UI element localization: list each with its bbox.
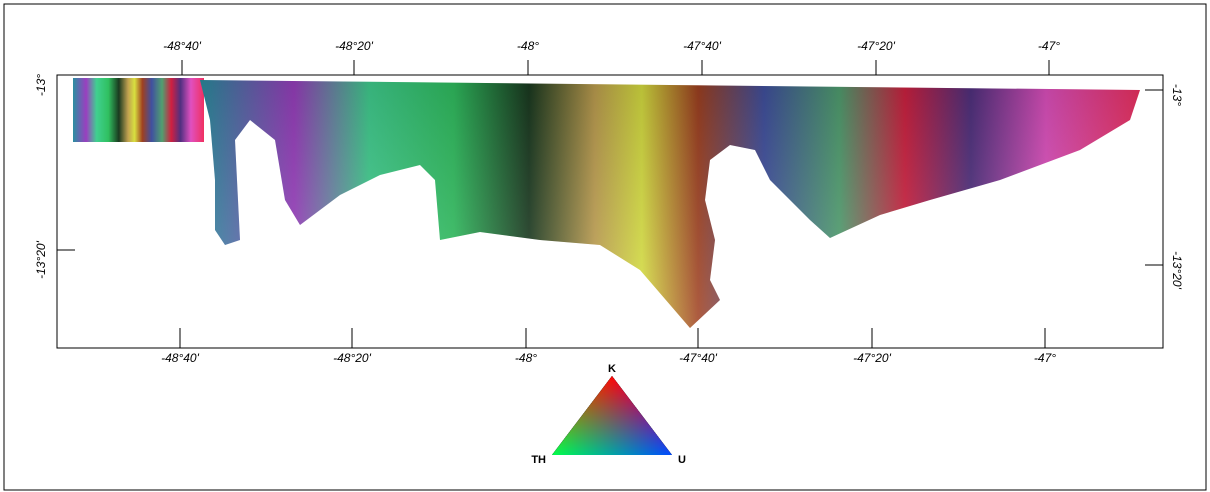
tick-label: -48°: [517, 39, 539, 53]
tick-label: -13°20': [1170, 251, 1184, 289]
tick-label: -47°40': [679, 351, 717, 365]
tick-label: -47°: [1034, 351, 1056, 365]
ternary-legend: K TH U: [531, 363, 686, 466]
tick-label: -48°20': [335, 39, 373, 53]
map-page: K TH U -48°40' -48°20' -48° -47°40' -47°20' -…: [0, 0, 1210, 492]
tick-label: -47°20': [857, 39, 895, 53]
raster-shade: [200, 80, 1140, 328]
tick-label: -13°20': [34, 240, 48, 278]
legend-u: [552, 376, 672, 455]
tick-label: -48°20': [333, 351, 371, 365]
tick-label: -13°: [1170, 84, 1184, 106]
legend-label: TH: [531, 454, 546, 466]
legend-label: U: [678, 454, 686, 466]
tick-label: -48°: [515, 351, 537, 365]
legend-label: K: [608, 363, 616, 375]
tick-label: -48°40': [161, 351, 199, 365]
raster-block: [73, 78, 204, 142]
tick-label: -47°40': [683, 39, 721, 53]
tick-label: -47°20': [853, 351, 891, 365]
tick-label: -48°40': [163, 39, 201, 53]
tick-label: -47°: [1038, 39, 1060, 53]
raster: [73, 78, 1140, 328]
tick-label: -13°: [34, 74, 48, 96]
